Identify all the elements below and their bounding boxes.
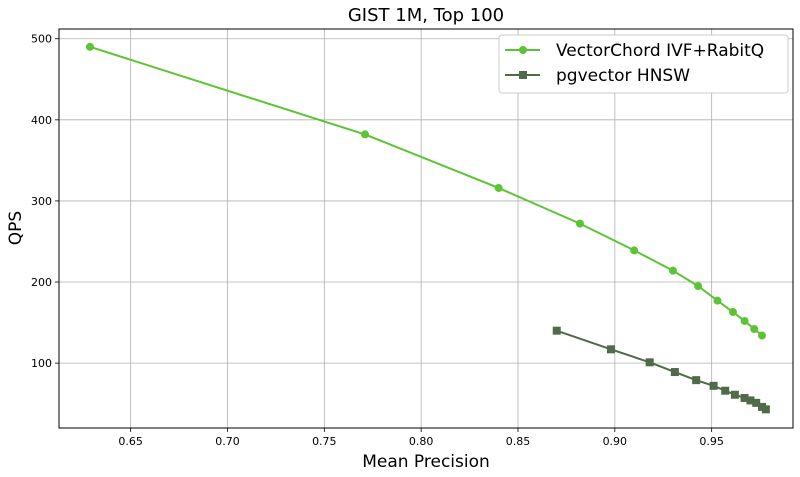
data-point-vectorchord (694, 282, 703, 291)
grid (59, 29, 793, 428)
y-axis-label: QPS (6, 211, 26, 245)
data-point-pgvector (761, 405, 770, 414)
data-point-vectorchord (494, 183, 503, 192)
data-point-pgvector (709, 381, 718, 390)
data-point-pgvector (721, 386, 730, 395)
data-point-pgvector (740, 393, 749, 402)
axis-ticks: 0.65 0.70 0.75 0.80 0.85 0.90 0.95 100 200 300 400… (31, 33, 724, 448)
y-tick-label: 300 (31, 195, 52, 208)
x-tick-label: 0.70 (215, 435, 240, 448)
data-point-vectorchord (630, 246, 639, 255)
legend-label-vectorchord: VectorChord IVF+RabitQ (556, 41, 764, 61)
data-point-pgvector (645, 358, 654, 367)
x-tick-label: 0.90 (603, 435, 628, 448)
data-point-vectorchord (668, 266, 677, 275)
data-point-vectorchord (758, 331, 767, 340)
data-point-vectorchord (575, 219, 584, 228)
chart-title: GIST 1M, Top 100 (348, 5, 504, 26)
data-point-vectorchord (360, 130, 369, 139)
y-tick-label: 500 (31, 33, 52, 46)
x-tick-label: 0.95 (699, 435, 724, 448)
y-tick-label: 100 (31, 357, 52, 370)
legend: VectorChord IVF+RabitQ pgvector HNSW (498, 34, 789, 94)
data-point-vectorchord (740, 316, 749, 325)
data-point-pgvector (692, 376, 701, 385)
x-tick-label: 0.75 (312, 435, 337, 448)
x-tick-label: 0.65 (118, 435, 143, 448)
x-axis-label: Mean Precision (362, 452, 490, 472)
y-tick-label: 200 (31, 276, 52, 289)
legend-marker-vectorchord (519, 46, 527, 54)
data-point-pgvector (730, 390, 739, 399)
x-tick-label: 0.80 (409, 435, 434, 448)
legend-marker-pgvector (519, 71, 527, 79)
series-layer (85, 42, 770, 414)
data-point-vectorchord (728, 308, 737, 317)
x-tick-label: 0.85 (506, 435, 531, 448)
data-point-vectorchord (85, 42, 94, 51)
data-point-pgvector (746, 396, 755, 405)
plot-frame (58, 28, 794, 429)
data-point-vectorchord (750, 325, 759, 334)
data-point-pgvector (606, 345, 615, 354)
legend-box (498, 34, 789, 94)
legend-label-pgvector: pgvector HNSW (556, 66, 690, 86)
data-point-vectorchord (713, 296, 722, 305)
y-tick-label: 400 (31, 114, 52, 127)
data-point-pgvector (670, 368, 679, 377)
data-point-pgvector (552, 326, 561, 335)
data-point-pgvector (752, 398, 761, 407)
